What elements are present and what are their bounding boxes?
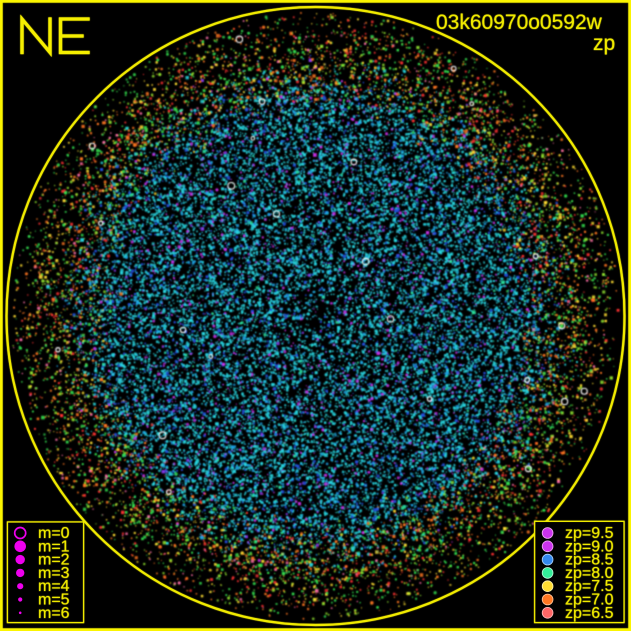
svg-text:03k60970o0592w: 03k60970o0592w — [436, 11, 603, 34]
svg-text:zp: zp — [593, 32, 615, 55]
svg-text:m=6: m=6 — [38, 605, 70, 622]
svg-text:zp=6.5: zp=6.5 — [565, 605, 614, 622]
